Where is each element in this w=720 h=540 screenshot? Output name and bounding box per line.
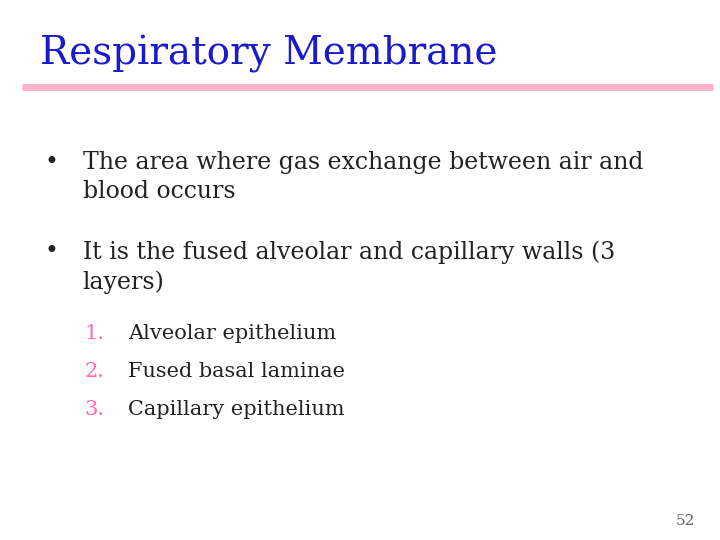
Text: 1.: 1. xyxy=(84,324,104,343)
Text: Fused basal laminae: Fused basal laminae xyxy=(128,362,345,381)
Text: It is the fused alveolar and capillary walls (3
layers): It is the fused alveolar and capillary w… xyxy=(83,240,615,294)
Text: The area where gas exchange between air and
blood occurs: The area where gas exchange between air … xyxy=(83,151,643,204)
Text: Respiratory Membrane: Respiratory Membrane xyxy=(40,35,497,73)
Text: Alveolar epithelium: Alveolar epithelium xyxy=(128,324,336,343)
Text: 2.: 2. xyxy=(84,362,104,381)
Text: •: • xyxy=(45,240,59,264)
Text: 52: 52 xyxy=(675,514,695,528)
Text: 3.: 3. xyxy=(84,400,104,419)
Text: •: • xyxy=(45,151,59,174)
Text: Capillary epithelium: Capillary epithelium xyxy=(128,400,345,419)
